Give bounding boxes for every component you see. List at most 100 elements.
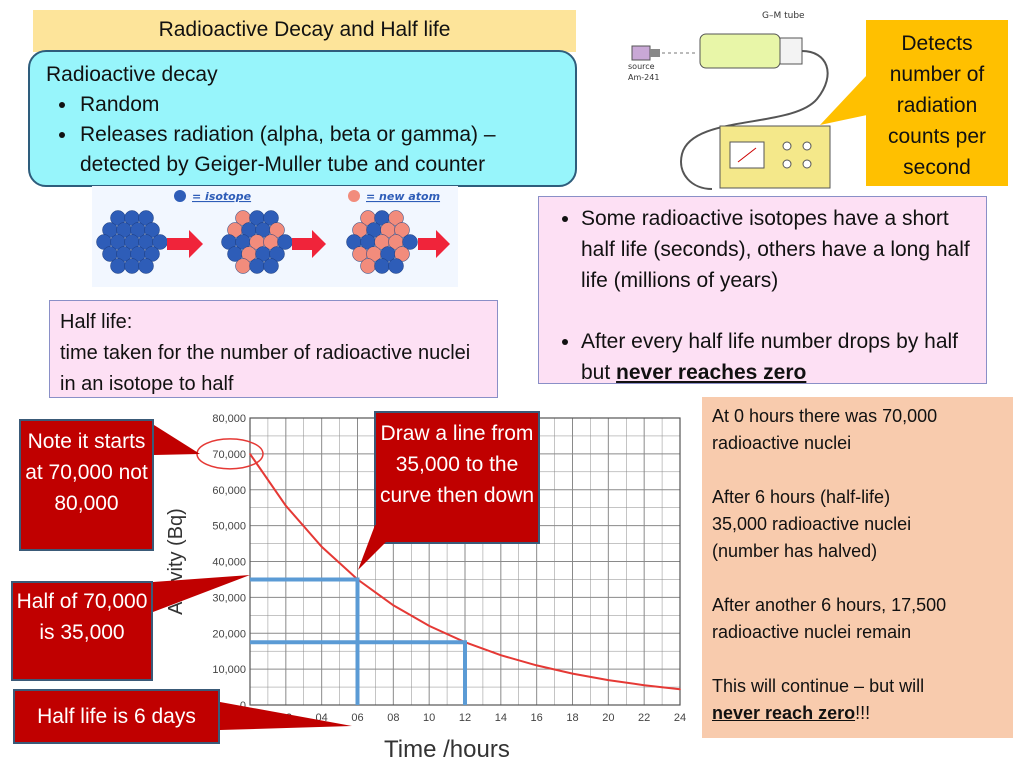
summary-p3: After another 6 hours, 17,500 radioactiv… xyxy=(712,595,947,642)
isotope-atom-icon xyxy=(124,258,140,274)
source-icon xyxy=(631,45,651,61)
half-life-definition-box: Half life: time taken for the number of … xyxy=(49,300,498,398)
x-tick-label: 0 xyxy=(247,712,253,724)
x-tick-label: 22 xyxy=(638,712,650,724)
isotope-key-icon xyxy=(174,190,186,202)
isotope-atom-icon xyxy=(374,258,390,274)
y-tick-label: 10,000 xyxy=(212,664,246,676)
curve-point xyxy=(679,688,681,691)
counter-needle xyxy=(737,147,757,163)
source-holder-icon xyxy=(650,49,660,57)
half-life-guide-line xyxy=(250,640,467,705)
facts-list: Some radioactive isotopes have a short h… xyxy=(549,203,976,388)
y-tick-label: 40,000 xyxy=(212,557,246,569)
knob-icon xyxy=(802,159,812,169)
knob-icon xyxy=(802,141,812,151)
new-atom-icon xyxy=(360,258,376,274)
y-tick-label: 60,000 xyxy=(212,485,246,497)
x-tick-label: 24 xyxy=(674,712,686,724)
half-life-callout: Half life is 6 days xyxy=(13,689,220,744)
new-atom-icon xyxy=(235,258,251,274)
draw-line-callout: Draw a line from 35,000 to the curve the… xyxy=(374,411,540,544)
new-atom-key-icon xyxy=(348,190,360,202)
x-tick-label: 20 xyxy=(602,712,614,724)
summary-p1: At 0 hours there was 70,000 radioactive … xyxy=(712,406,938,453)
y-tick-label: 0 xyxy=(240,700,246,712)
arrow-right-icon xyxy=(167,230,203,258)
curve-point xyxy=(607,679,610,681)
x-tick-label: 02 xyxy=(280,712,292,724)
summary-p2c: (number has halved) xyxy=(712,541,878,561)
y-tick-label: 50,000 xyxy=(212,521,246,533)
summary-p2: After 6 hours (half-life) 35,000 radioact… xyxy=(712,484,1003,565)
decay-bullet: Releases radiation (alpha, beta or gamma… xyxy=(78,120,559,180)
isotope-atom-icon xyxy=(110,258,126,274)
decay-heading: Radioactive decay xyxy=(46,63,218,86)
callout-arrow-icon xyxy=(820,75,867,125)
isotope-atom-icon xyxy=(388,258,404,274)
summary-box: At 0 hours there was 70,000 radioactive … xyxy=(702,397,1013,738)
x-tick-label: 08 xyxy=(387,712,399,724)
fact-text: After every half life number drops by ha… xyxy=(581,330,959,384)
curve-point xyxy=(500,654,502,656)
curve-point xyxy=(320,545,323,548)
x-tick-label: 10 xyxy=(423,712,435,724)
decay-list: Random Releases radiation (alpha, beta o… xyxy=(46,90,559,180)
gm-tube-icon xyxy=(699,33,781,69)
y-tick-label: 80,000 xyxy=(212,413,246,425)
fact-bullet: After every half life number drops by ha… xyxy=(581,326,976,388)
y-tick-label: 70,000 xyxy=(212,449,246,461)
x-tick-label: 04 xyxy=(316,712,328,724)
curve-point xyxy=(249,453,251,455)
decay-bullet: Random xyxy=(78,90,559,120)
curve-point xyxy=(428,625,430,627)
curve-point xyxy=(285,504,287,507)
source-label-2: Am-241 xyxy=(628,73,659,82)
half-of-callout: Half of 70,000 is 35,000 xyxy=(11,581,153,681)
slide-title: Radioactive Decay and Half life xyxy=(33,10,576,52)
x-tick-label: 06 xyxy=(351,712,363,724)
summary-p2a: After 6 hours (half-life) xyxy=(712,487,891,507)
atoms-svg: = isotope = new atom xyxy=(96,190,450,274)
new-atom-legend: = new atom xyxy=(366,190,440,203)
x-tick-label: 18 xyxy=(566,712,578,724)
isotope-legend: = isotope xyxy=(192,190,252,203)
half-life-guide-line xyxy=(250,577,360,705)
arrow-right-icon xyxy=(292,230,326,258)
decay-atoms-illustration: = isotope = new atom xyxy=(92,186,458,287)
gm-tube-svg: G–M tube source Am-241 xyxy=(628,11,831,190)
summary-p4: This will continue – but will never reach… xyxy=(712,673,1003,727)
decay-box: Radioactive decay Random Releases radiat… xyxy=(28,50,577,187)
x-axis-label: Time /hours xyxy=(384,736,510,763)
facts-box: Some radioactive isotopes have a short h… xyxy=(538,196,987,384)
curve-point xyxy=(571,672,574,675)
atom-cluster-2 xyxy=(221,210,293,274)
half-life-label: Half life: xyxy=(60,311,133,333)
knob-icon xyxy=(782,141,792,151)
knob-icon xyxy=(782,159,792,169)
y-axis-label: Activity (Bq) xyxy=(165,508,187,615)
half-life-definition: time taken for the number of radioactive… xyxy=(60,342,471,395)
x-tick-label: 14 xyxy=(495,712,507,724)
atom-cluster-3 xyxy=(346,210,418,274)
x-tick-label: 16 xyxy=(531,712,543,724)
curve-point xyxy=(535,664,538,667)
curve-point xyxy=(392,604,395,607)
summary-p2b: 35,000 radioactive nuclei xyxy=(712,514,912,534)
curve-point xyxy=(643,684,645,687)
detects-callout: Detects number of radiation counts per s… xyxy=(866,20,1008,186)
gm-tube-end xyxy=(779,37,803,65)
gm-tube-diagram: G–M tube source Am-241 xyxy=(622,4,847,194)
detects-callout-pointer xyxy=(820,75,867,125)
gm-tube-label: G–M tube xyxy=(762,11,805,21)
y-tick-label: 20,000 xyxy=(212,628,246,640)
note-callout: Note it starts at 70,000 not 80,000 xyxy=(19,419,154,551)
isotope-atom-icon xyxy=(402,234,418,250)
y-tick-label: 30,000 xyxy=(212,592,246,604)
gm-cable xyxy=(680,50,829,190)
source-label: source xyxy=(628,62,655,71)
summary-never-zero: never reach zero xyxy=(712,703,856,723)
never-zero-emphasis: never reaches zero xyxy=(616,361,807,384)
x-tick-label: 12 xyxy=(459,712,471,724)
arrow-right-icon xyxy=(418,230,450,258)
